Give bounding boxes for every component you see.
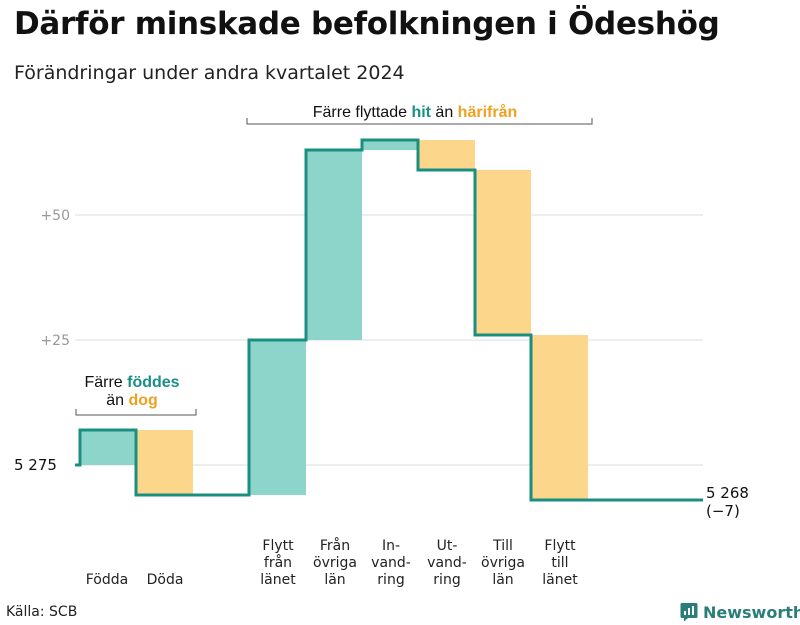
chart-subtitle: Förändringar under andra kvartalet 2024: [14, 62, 405, 84]
category-label: Flytt från länet: [260, 538, 296, 588]
category-label-line: vand-: [371, 555, 411, 571]
chart-title: Därför minskade befolkningen i Ödeshög: [14, 6, 720, 42]
category-label-line: ring: [377, 572, 404, 588]
newsworthy-logo-icon: [680, 603, 698, 622]
category-label: In-vand-ring: [371, 538, 411, 588]
waterfall-bar: [80, 430, 136, 465]
category-label: Ut-vand-ring: [427, 538, 467, 588]
category-label-line: Ut-: [437, 538, 458, 554]
category-label-line: län: [492, 572, 513, 588]
annotation-part: föddes: [127, 374, 180, 391]
category-label-line: vand-: [427, 555, 467, 571]
category-label-line: Flytt: [544, 538, 576, 554]
waterfall-bar: [475, 170, 531, 335]
end-value-label: 5 268: [706, 484, 749, 502]
category-label: Flytt till länet: [542, 538, 578, 588]
category-label-line: länet: [542, 572, 578, 588]
annotation-part: än: [431, 104, 458, 121]
category-label-line: Flytt: [262, 538, 294, 554]
y-tick-label: +25: [40, 333, 70, 349]
category-label-line: Döda: [147, 572, 184, 588]
waterfall-bar: [136, 430, 193, 495]
annotation-part: hit: [411, 104, 431, 121]
waterfall-bar: [531, 335, 588, 500]
end-change-label: (−7): [706, 502, 740, 520]
category-label-line: övriga: [481, 555, 525, 571]
category-label-line: ring: [433, 572, 460, 588]
births-annotation-line2: än dog: [106, 392, 158, 409]
annotation-part: Färre: [84, 374, 127, 391]
migration-bracket: [246, 118, 593, 125]
category-label-line: från: [264, 554, 292, 571]
annotation-part: än: [106, 392, 128, 409]
waterfall-bar: [249, 340, 306, 495]
category-label-line: övriga: [313, 555, 357, 571]
births-bracket: [75, 409, 197, 416]
annotation-part: härifrån: [458, 103, 518, 121]
category-label: Födda: [86, 572, 128, 588]
category-label-line: länet: [260, 572, 296, 588]
category-label-line: Till: [492, 538, 513, 554]
annotation-part: Färre flyttade: [313, 104, 412, 121]
waterfall-bar: [362, 140, 418, 150]
waterfall-bar: [306, 150, 362, 340]
brand-name: Newsworthy: [703, 602, 800, 622]
category-label-line: Födda: [86, 572, 128, 588]
category-label: Från övriga län: [313, 537, 357, 588]
category-label: Döda: [147, 572, 184, 588]
category-label-line: till: [551, 555, 568, 571]
category-label-line: In-: [382, 538, 400, 554]
category-label-line: län: [324, 572, 345, 588]
births-annotation-line1: Färre föddes: [84, 374, 179, 391]
annotation-part: dog: [128, 392, 157, 409]
waterfall-bar: [418, 140, 475, 170]
migration-annotation: Färre flyttade hit än härifrån: [313, 103, 518, 121]
source-note: Källa: SCB: [6, 604, 78, 620]
category-label-line: Från: [320, 537, 350, 554]
y-tick-label: +50: [40, 208, 70, 224]
start-value-label: 5 275: [14, 456, 57, 474]
category-label: Till övriga län: [481, 538, 525, 588]
brand-logo: Newsworthy: [680, 602, 800, 622]
cumulative-step-line: [75, 138, 703, 502]
